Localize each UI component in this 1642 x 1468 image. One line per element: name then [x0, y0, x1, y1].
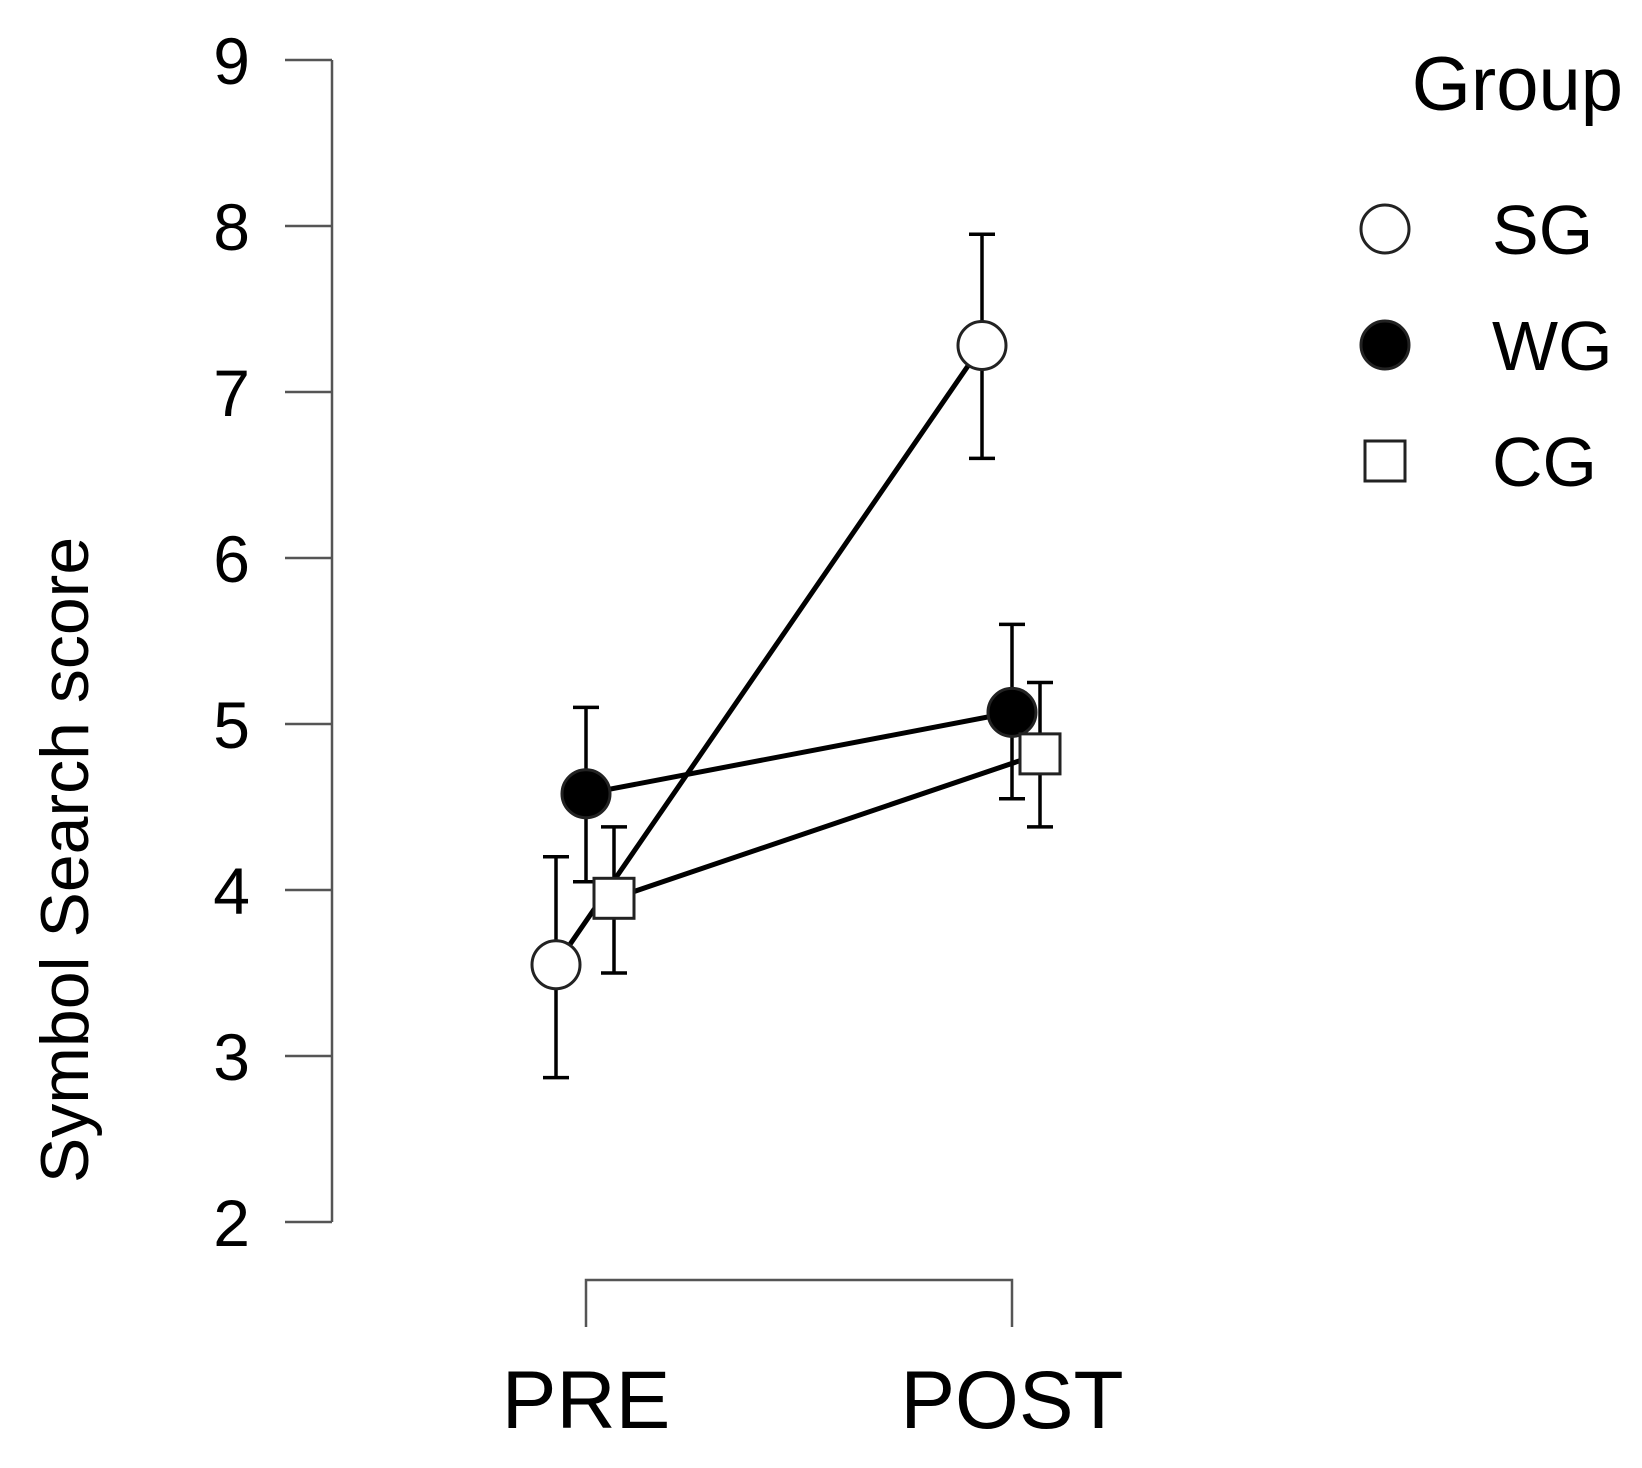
legend-marker-cg	[1363, 439, 1407, 483]
data-point-sg-post	[956, 320, 1008, 372]
legend-item-sg: SG	[1359, 191, 1593, 269]
data-point-cg-pre	[592, 876, 636, 920]
series-cg	[592, 680, 1062, 975]
y-axis-label: Symbol Search score	[27, 537, 103, 1183]
legend-label: WG	[1492, 307, 1613, 385]
data-point-sg-pre	[530, 939, 582, 991]
legend-marker-sg	[1359, 203, 1411, 255]
x-tick-label-post: POST	[900, 1355, 1123, 1446]
series-line-sg	[553, 344, 985, 967]
data-point-cg-post	[1018, 732, 1062, 776]
legend: Group SG WG CG	[1359, 42, 1623, 501]
y-tick-label: 2	[213, 1186, 250, 1260]
series-wg	[560, 622, 1038, 884]
y-axis: 2 3 4 5 6 7 8 9	[213, 24, 334, 1260]
x-axis-line	[584, 1278, 1014, 1327]
legend-item-cg: CG	[1363, 423, 1597, 501]
legend-title: Group	[1412, 42, 1623, 127]
plot-area	[530, 232, 1062, 1080]
x-axis: PRE POST	[502, 1278, 1124, 1446]
y-tick-label: 5	[213, 688, 250, 762]
y-tick-label: 3	[213, 1020, 250, 1094]
y-tick-label: 6	[213, 522, 250, 596]
y-tick-label: 7	[213, 356, 250, 430]
y-tick-label: 9	[213, 24, 250, 98]
x-tick-label-pre: PRE	[502, 1355, 671, 1446]
y-tick-label: 4	[213, 854, 250, 928]
series-line-cg	[613, 751, 1041, 901]
series-line-wg	[585, 709, 1013, 797]
data-point-wg-post	[986, 686, 1038, 738]
series-sg	[530, 232, 1008, 1080]
y-tick-label: 8	[213, 190, 250, 264]
legend-marker-wg	[1359, 319, 1411, 371]
legend-label: CG	[1492, 423, 1597, 501]
legend-label: SG	[1492, 191, 1593, 269]
legend-item-wg: WG	[1359, 307, 1613, 385]
data-point-wg-pre	[560, 768, 612, 820]
